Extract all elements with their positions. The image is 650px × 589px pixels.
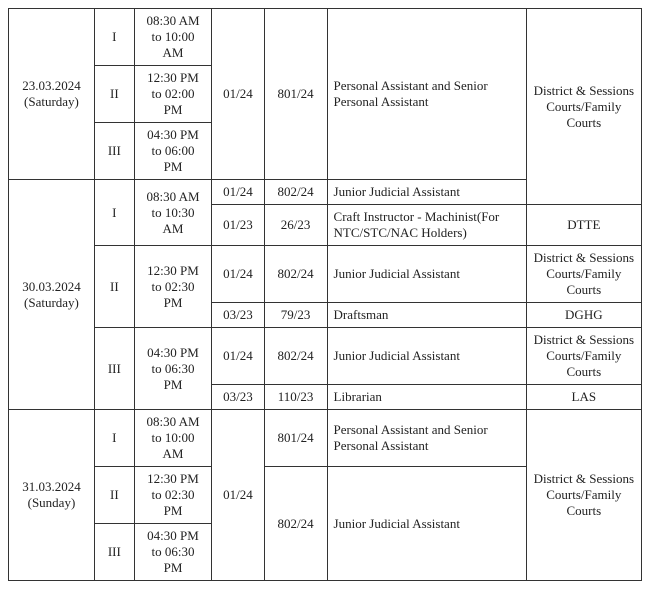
dept-cell: DTTE	[526, 205, 641, 246]
post-cell: 110/23	[264, 385, 327, 410]
time-cell: 04:30 PM to 06:30 PM	[134, 328, 212, 410]
dept-cell: District & Sessions Courts/Family Courts	[526, 9, 641, 205]
time-cell: 04:30 PM to 06:30 PM	[134, 524, 212, 581]
postname-cell: Craft Instructor - Machinist(For NTC/STC…	[327, 205, 526, 246]
table-row: III 04:30 PM to 06:30 PM 01/24 802/24 Ju…	[9, 328, 642, 385]
postname-cell: Librarian	[327, 385, 526, 410]
code-cell: 03/23	[212, 303, 264, 328]
time-cell: 12:30 PM to 02:30 PM	[134, 246, 212, 328]
post-cell: 801/24	[264, 9, 327, 180]
table-row: 23.03.2024 (Saturday) I 08:30 AM to 10:0…	[9, 9, 642, 66]
post-cell: 801/24	[264, 410, 327, 467]
time-cell: 04:30 PM to 06:00 PM	[134, 123, 212, 180]
post-cell: 802/24	[264, 467, 327, 581]
code-cell: 01/24	[212, 9, 264, 180]
date-cell: 23.03.2024 (Saturday)	[9, 9, 95, 180]
postname-cell: Junior Judicial Assistant	[327, 467, 526, 581]
shift-cell: I	[94, 410, 134, 467]
code-cell: 03/23	[212, 385, 264, 410]
dept-cell: District & Sessions Courts/Family Courts	[526, 410, 641, 581]
post-cell: 802/24	[264, 246, 327, 303]
post-cell: 26/23	[264, 205, 327, 246]
dept-cell: District & Sessions Courts/Family Courts	[526, 246, 641, 303]
postname-cell: Personal Assistant and Senior Personal A…	[327, 410, 526, 467]
shift-cell: III	[94, 328, 134, 410]
time-cell: 08:30 AM to 10:00 AM	[134, 9, 212, 66]
postname-cell: Junior Judicial Assistant	[327, 246, 526, 303]
time-cell: 08:30 AM to 10:30 AM	[134, 180, 212, 246]
schedule-table: 23.03.2024 (Saturday) I 08:30 AM to 10:0…	[8, 8, 642, 581]
code-cell: 01/23	[212, 205, 264, 246]
time-cell: 12:30 PM to 02:00 PM	[134, 66, 212, 123]
dept-cell: LAS	[526, 385, 641, 410]
postname-cell: Junior Judicial Assistant	[327, 328, 526, 385]
code-cell: 01/24	[212, 180, 264, 205]
dept-cell: District & Sessions Courts/Family Courts	[526, 328, 641, 385]
time-cell: 12:30 PM to 02:30 PM	[134, 467, 212, 524]
postname-cell: Junior Judicial Assistant	[327, 180, 526, 205]
post-cell: 802/24	[264, 180, 327, 205]
post-cell: 79/23	[264, 303, 327, 328]
shift-cell: I	[94, 180, 134, 246]
shift-cell: III	[94, 524, 134, 581]
date-cell: 30.03.2024 (Saturday)	[9, 180, 95, 410]
postname-cell: Draftsman	[327, 303, 526, 328]
postname-cell: Personal Assistant and Senior Personal A…	[327, 9, 526, 180]
shift-cell: II	[94, 66, 134, 123]
time-cell: 08:30 AM to 10:00 AM	[134, 410, 212, 467]
table-row: 31.03.2024 (Sunday) I 08:30 AM to 10:00 …	[9, 410, 642, 467]
table-row: II 12:30 PM to 02:30 PM 01/24 802/24 Jun…	[9, 246, 642, 303]
shift-cell: I	[94, 9, 134, 66]
shift-cell: II	[94, 246, 134, 328]
post-cell: 802/24	[264, 328, 327, 385]
code-cell: 01/24	[212, 328, 264, 385]
dept-cell: DGHG	[526, 303, 641, 328]
date-cell: 31.03.2024 (Sunday)	[9, 410, 95, 581]
shift-cell: III	[94, 123, 134, 180]
code-cell: 01/24	[212, 410, 264, 581]
code-cell: 01/24	[212, 246, 264, 303]
shift-cell: II	[94, 467, 134, 524]
